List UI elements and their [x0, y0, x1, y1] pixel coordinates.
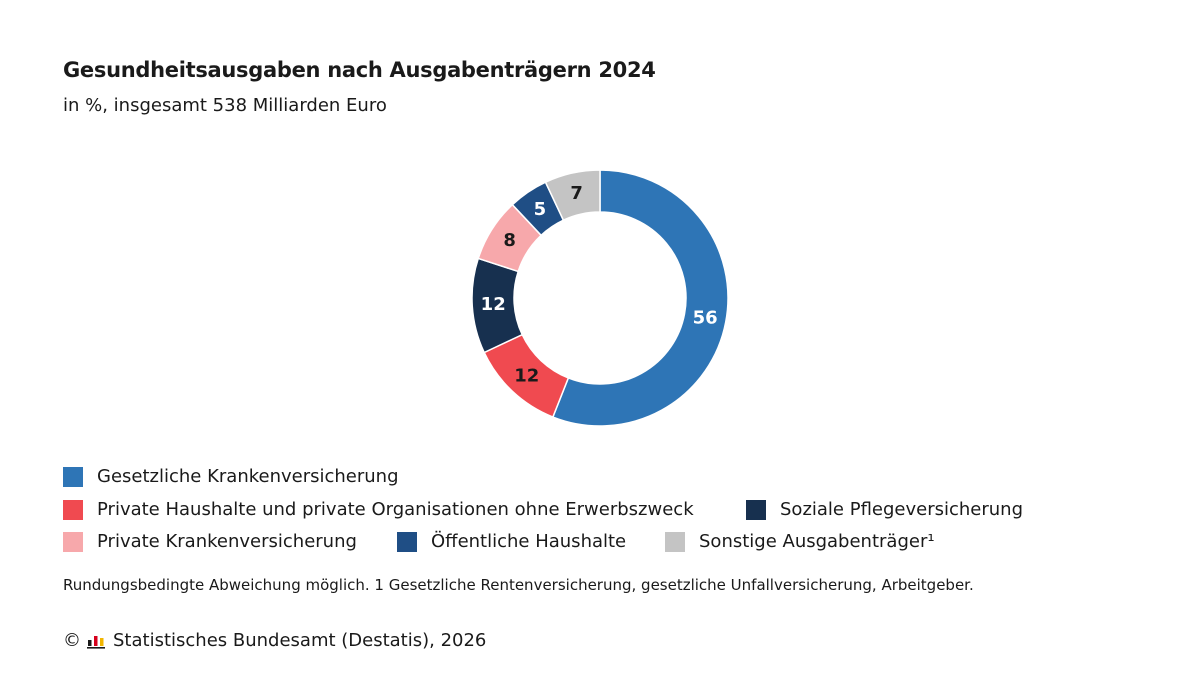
legend-item-soziale-pflegeversicherung: Soziale Pflegeversicherung	[746, 499, 1023, 520]
legend-swatch	[397, 531, 417, 552]
legend-label: Soziale Pflegeversicherung	[780, 499, 1024, 520]
destatis-logo-icon	[87, 635, 105, 649]
donut-chart: 56 12 12 85 7	[471, 169, 729, 427]
legend-swatch	[746, 499, 766, 520]
legend-label: Sonstige Ausgabenträger¹	[699, 531, 935, 552]
legend-swatch	[63, 466, 83, 487]
data-label-private-haushalte: 12	[514, 365, 539, 386]
legend-label: Gesetzliche Krankenversicherung	[97, 466, 399, 487]
legend-swatch	[63, 499, 83, 520]
data-label-oeffentliche-haushalte: 5	[534, 199, 547, 220]
data-label-gkv: 56	[693, 308, 718, 329]
legend-label: Öffentliche Haushalte	[431, 531, 627, 552]
legend-swatch	[665, 531, 685, 552]
legend-item-gkv: Gesetzliche Krankenversicherung	[63, 466, 399, 487]
footnote: Rundungsbedingte Abweichung möglich. 1 G…	[63, 576, 974, 594]
donut-slice-sonstige	[544, 169, 601, 222]
data-label-sonstige: 7	[570, 183, 583, 204]
source-footer: © Statistisches Bundesamt (Destatis), 20…	[63, 630, 486, 651]
data-label-soziale-pflegeversicherung: 12	[481, 294, 506, 315]
copyright-symbol: ©	[63, 630, 81, 651]
legend-item-sonstige: Sonstige Ausgabenträger¹	[665, 531, 935, 552]
data-label-pkv: 8	[503, 230, 516, 251]
legend-label: Private Krankenversicherung	[97, 531, 357, 552]
source-text: Statistisches Bundesamt (Destatis), 2026	[113, 630, 487, 651]
donut-slice-gkv	[551, 169, 729, 427]
legend-item-pkv: Private Krankenversicherung	[63, 531, 357, 552]
chart-title: Gesundheitsausgaben nach Ausgabenträgern…	[63, 58, 656, 82]
legend-item-oeffentliche-haushalte: Öffentliche Haushalte	[397, 531, 626, 552]
chart-subtitle: in %, insgesamt 538 Milliarden Euro	[63, 95, 387, 116]
legend-label: Private Haushalte und private Organisati…	[97, 499, 694, 520]
legend-swatch	[63, 531, 83, 552]
legend-item-private-haushalte: Private Haushalte und private Organisati…	[63, 499, 694, 520]
